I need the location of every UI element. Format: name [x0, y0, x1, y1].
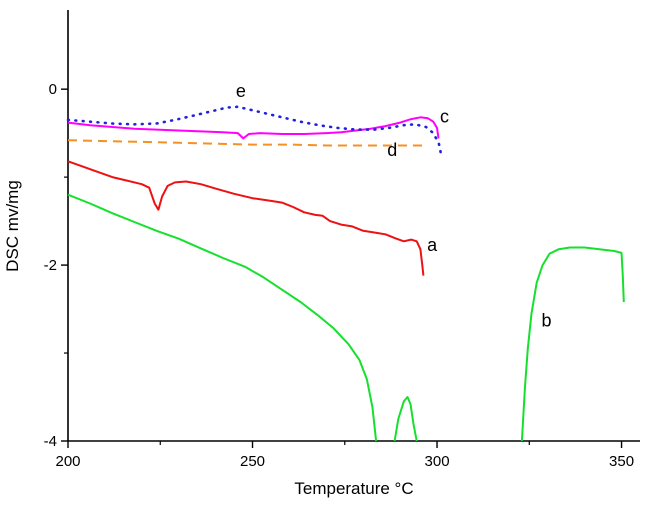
curve-label-e: e — [236, 81, 246, 101]
x-tick-label: 200 — [55, 453, 80, 470]
x-axis-title: Temperature °C — [294, 479, 413, 498]
series-e-curve — [66, 105, 444, 160]
series-b-curve — [67, 193, 378, 442]
series-a-curve — [67, 160, 425, 276]
curve-label-c: c — [440, 107, 449, 127]
y-tick-label: 0 — [49, 81, 57, 98]
series-c-curve — [67, 116, 440, 140]
curve-label-d: d — [387, 140, 397, 160]
y-tick-label: -2 — [44, 257, 57, 274]
curve-label-a: a — [427, 235, 438, 255]
y-axis-title: DSC mv/mg — [3, 180, 22, 272]
y-tick-label: -4 — [44, 433, 57, 450]
x-tick-label: 350 — [609, 453, 634, 470]
series-d-curve — [67, 139, 426, 147]
series-b-curve — [520, 246, 625, 442]
curve-label-b: b — [541, 311, 551, 331]
x-tick-label: 300 — [425, 453, 450, 470]
x-tick-label: 250 — [240, 453, 265, 470]
series-b-curve — [393, 396, 418, 442]
